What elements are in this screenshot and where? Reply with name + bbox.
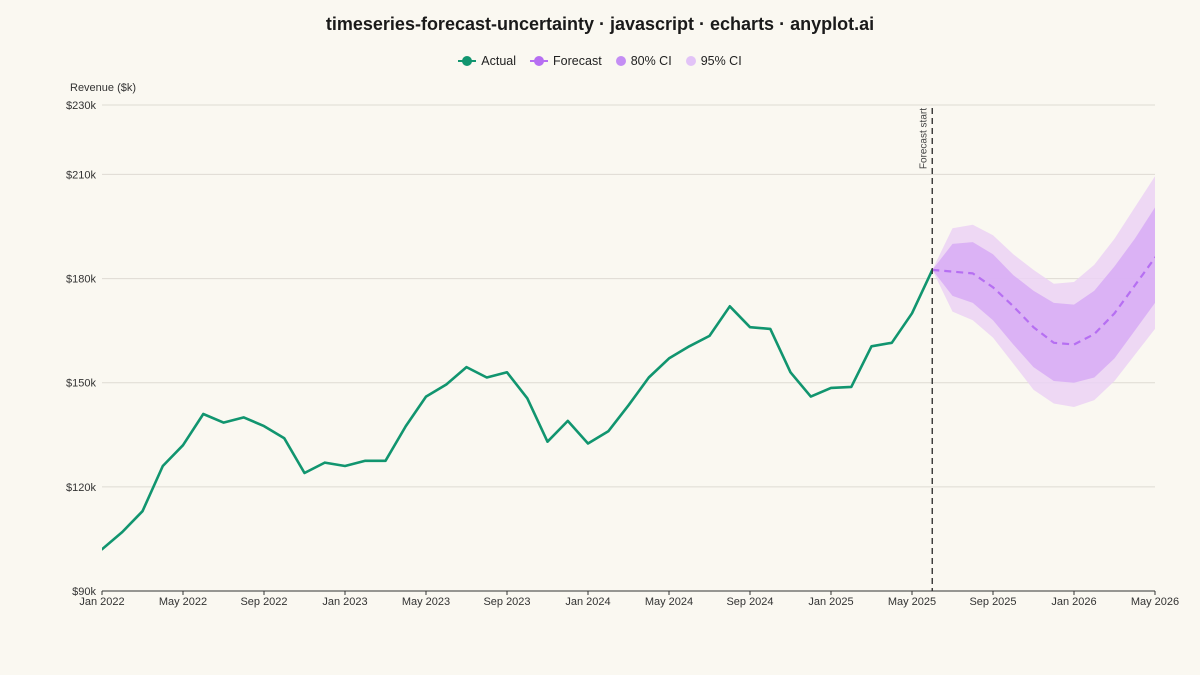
x-tick-label: Sep 2023: [483, 596, 530, 608]
x-tick-label: Sep 2024: [726, 596, 773, 608]
y-tick-label: $150k: [66, 378, 96, 390]
x-tick-label: Jan 2026: [1051, 596, 1096, 608]
legend-item-actual[interactable]: Actual: [458, 54, 516, 68]
y-tick-label: $230k: [66, 100, 96, 112]
ci80-band: [932, 207, 1155, 383]
y-axis-label: Revenue ($k): [70, 82, 136, 94]
x-tick-label: Sep 2022: [240, 596, 287, 608]
forecast-start-label: Forecast start: [918, 108, 929, 169]
legend-item-ci95[interactable]: 95% CI: [685, 54, 742, 68]
chart-title: timeseries-forecast-uncertainty · javasc…: [325, 14, 875, 34]
x-tick-label: May 2025: [888, 596, 936, 608]
y-tick-label: $210k: [66, 169, 96, 181]
x-tick-label: May 2024: [645, 596, 693, 608]
legend: Actual Forecast 80% CI 95% CI: [0, 54, 1200, 68]
x-tick-label: May 2022: [159, 596, 207, 608]
x-tick-label: Jan 2022: [79, 596, 124, 608]
legend-swatch-actual: [458, 56, 477, 66]
legend-item-forecast[interactable]: Forecast: [530, 54, 602, 68]
y-tick-label: $180k: [66, 274, 96, 286]
legend-label-ci95: 95% CI: [700, 54, 742, 68]
forecast-series-line: [932, 256, 1155, 346]
legend-label-forecast: Forecast: [553, 54, 602, 68]
series-group: [102, 176, 1155, 551]
y-tick-label: $120k: [66, 482, 96, 494]
legend-label-ci80: 80% CI: [630, 54, 672, 68]
x-tick-label: May 2026: [1131, 596, 1179, 608]
legend-label-actual: Actual: [481, 54, 517, 68]
x-tick-label: Jan 2023: [322, 596, 367, 608]
x-tick-label: Sep 2025: [969, 596, 1016, 608]
legend-item-ci80[interactable]: 80% CI: [615, 54, 672, 68]
x-tick-label: May 2023: [402, 596, 450, 608]
actual-series-line: [102, 268, 934, 551]
x-tick-label: Jan 2025: [808, 596, 853, 608]
legend-swatch-ci95: [685, 56, 696, 66]
x-tick-label: Jan 2024: [565, 596, 610, 608]
legend-swatch-ci80: [615, 56, 626, 66]
legend-swatch-forecast: [530, 56, 549, 66]
y-tick-label: $90k: [72, 586, 96, 598]
